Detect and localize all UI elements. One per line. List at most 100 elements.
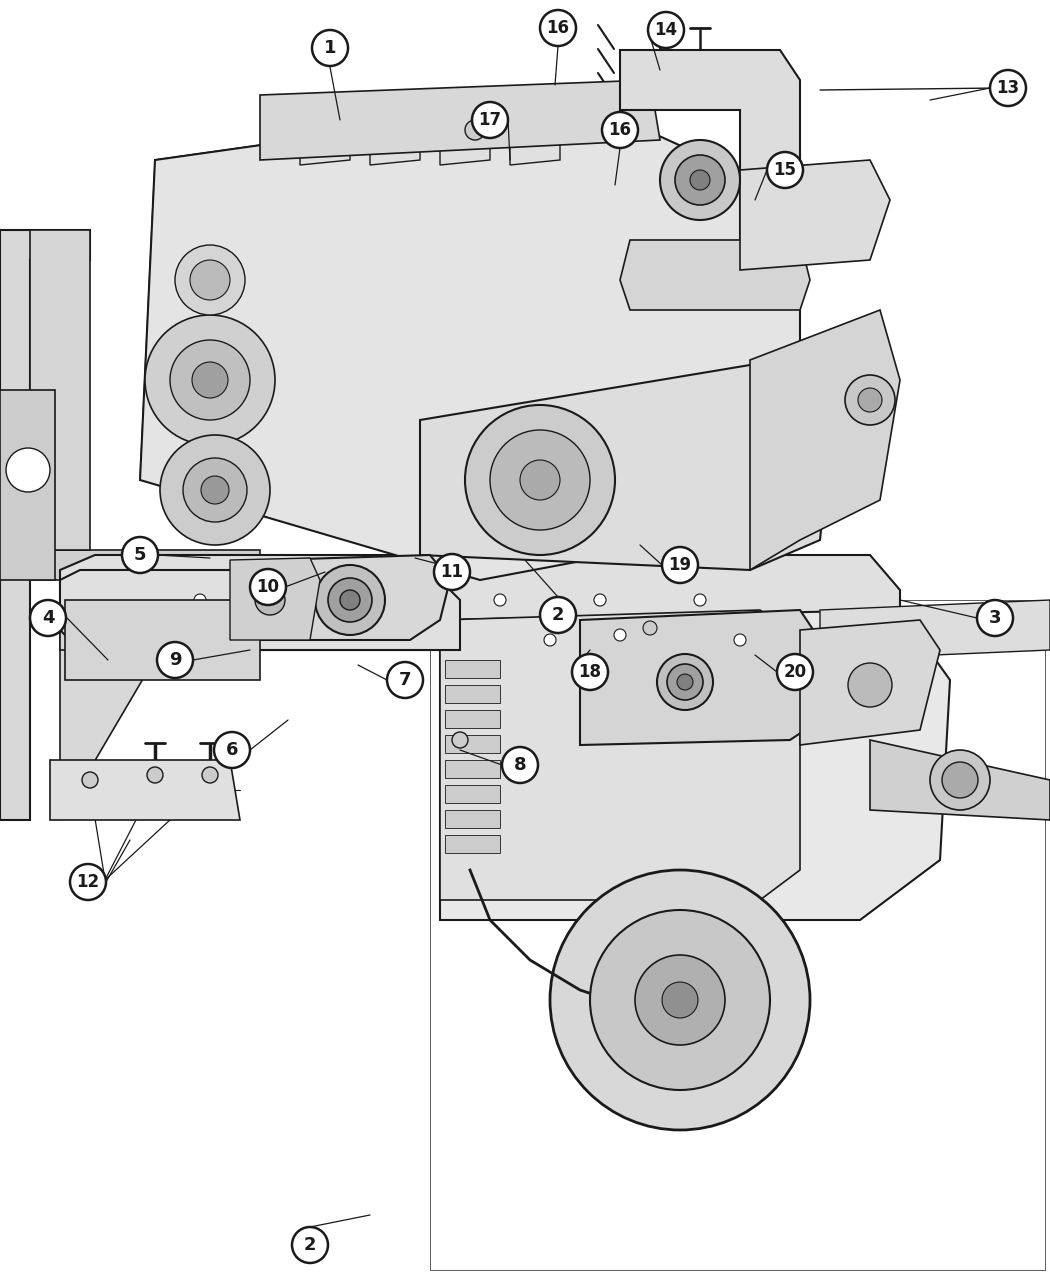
Circle shape	[214, 732, 250, 768]
Circle shape	[170, 340, 250, 419]
Text: 12: 12	[77, 873, 100, 891]
Polygon shape	[60, 590, 180, 650]
Bar	[445, 685, 500, 703]
Text: 4: 4	[42, 609, 55, 627]
Polygon shape	[60, 555, 900, 650]
Circle shape	[594, 594, 606, 606]
Circle shape	[175, 245, 245, 315]
Polygon shape	[230, 558, 320, 640]
Bar	[445, 710, 500, 728]
Circle shape	[394, 594, 406, 606]
Polygon shape	[30, 550, 260, 580]
Text: 13: 13	[996, 79, 1020, 97]
Circle shape	[694, 594, 706, 606]
Circle shape	[858, 388, 882, 412]
Polygon shape	[140, 99, 800, 580]
Text: 10: 10	[256, 578, 279, 595]
Circle shape	[550, 870, 810, 1130]
Circle shape	[452, 732, 468, 748]
Polygon shape	[60, 570, 460, 650]
Circle shape	[502, 747, 538, 783]
Polygon shape	[370, 105, 420, 164]
Circle shape	[990, 70, 1026, 106]
Circle shape	[160, 435, 270, 544]
Circle shape	[190, 260, 230, 300]
Polygon shape	[0, 390, 55, 580]
Circle shape	[590, 910, 770, 1090]
Circle shape	[70, 864, 106, 900]
Polygon shape	[740, 159, 890, 270]
Text: 2: 2	[551, 606, 564, 623]
Polygon shape	[260, 80, 660, 159]
Text: 17: 17	[479, 111, 502, 129]
Circle shape	[465, 405, 615, 555]
Polygon shape	[820, 601, 1050, 660]
Circle shape	[328, 578, 372, 622]
Circle shape	[30, 601, 66, 636]
Circle shape	[183, 458, 247, 521]
Text: 14: 14	[654, 20, 677, 40]
Circle shape	[657, 654, 713, 710]
Text: 8: 8	[513, 756, 526, 774]
Polygon shape	[620, 50, 800, 289]
Circle shape	[255, 585, 285, 615]
Circle shape	[734, 634, 745, 646]
Polygon shape	[580, 609, 820, 745]
Text: 2: 2	[303, 1235, 316, 1255]
Text: 3: 3	[989, 609, 1002, 627]
Polygon shape	[870, 740, 1050, 820]
Polygon shape	[50, 760, 240, 820]
Circle shape	[976, 601, 1013, 636]
Circle shape	[848, 663, 892, 708]
Circle shape	[690, 170, 710, 190]
Circle shape	[643, 621, 657, 635]
Circle shape	[194, 594, 206, 606]
Circle shape	[662, 982, 698, 1017]
Circle shape	[540, 597, 576, 632]
Circle shape	[312, 31, 348, 66]
Circle shape	[614, 629, 626, 641]
Circle shape	[147, 768, 163, 783]
Circle shape	[677, 674, 693, 690]
Circle shape	[602, 112, 638, 148]
Text: 16: 16	[609, 121, 631, 139]
Polygon shape	[440, 609, 950, 921]
Bar	[445, 785, 500, 803]
Polygon shape	[440, 609, 800, 900]
Circle shape	[540, 10, 576, 46]
Circle shape	[845, 375, 895, 425]
Circle shape	[942, 762, 978, 798]
Text: 6: 6	[226, 741, 238, 759]
Text: 20: 20	[783, 663, 806, 681]
Circle shape	[635, 955, 724, 1046]
Circle shape	[490, 430, 590, 530]
Circle shape	[122, 537, 158, 572]
Bar	[445, 660, 500, 678]
Circle shape	[777, 654, 813, 690]
Text: 7: 7	[399, 671, 412, 688]
Circle shape	[145, 315, 275, 445]
Circle shape	[82, 771, 98, 788]
Text: 11: 11	[441, 564, 463, 581]
Circle shape	[766, 152, 803, 187]
Circle shape	[6, 448, 50, 492]
Circle shape	[472, 102, 508, 138]
Text: 19: 19	[669, 556, 692, 574]
Circle shape	[315, 565, 385, 635]
Polygon shape	[30, 230, 90, 550]
Circle shape	[520, 460, 560, 500]
Circle shape	[660, 140, 740, 221]
Circle shape	[294, 594, 306, 606]
Polygon shape	[300, 105, 350, 164]
Circle shape	[292, 1227, 328, 1264]
Text: 16: 16	[546, 19, 569, 37]
Text: 5: 5	[133, 546, 146, 564]
Bar	[445, 760, 500, 778]
Circle shape	[250, 569, 286, 606]
Text: 15: 15	[774, 161, 797, 179]
Circle shape	[648, 11, 684, 48]
Circle shape	[572, 654, 608, 690]
Text: 18: 18	[579, 663, 602, 681]
Polygon shape	[800, 620, 940, 745]
Circle shape	[340, 590, 360, 609]
